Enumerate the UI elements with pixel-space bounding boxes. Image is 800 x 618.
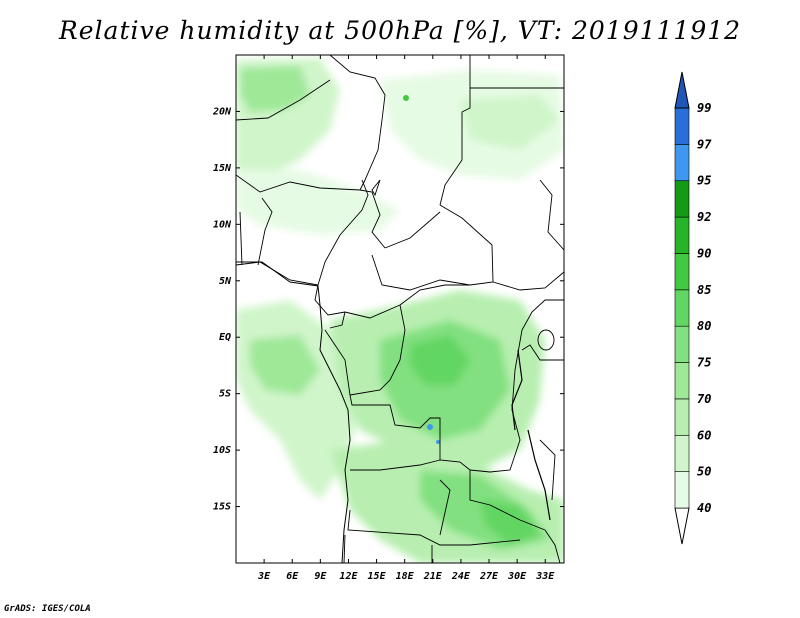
border-line — [439, 55, 471, 206]
colorbar-segment — [674, 180, 690, 218]
humidity-max-dot — [436, 440, 440, 444]
x-tick-label: 30E — [507, 571, 527, 582]
border-line — [347, 509, 521, 546]
colorbar-segment — [674, 144, 690, 182]
y-tick-label: 15S — [213, 502, 231, 513]
lake-outline — [511, 349, 523, 431]
colorbar-segment — [674, 362, 690, 400]
border-line — [236, 79, 331, 121]
border-line — [492, 271, 564, 291]
y-tick-label: 15N — [213, 163, 232, 174]
border-line — [236, 174, 361, 193]
border-line — [236, 261, 319, 286]
humidity-field — [236, 58, 564, 563]
x-tick-label: 33E — [535, 571, 555, 582]
x-tick-label: 12E — [339, 571, 358, 582]
colorbar-label: 97 — [697, 137, 712, 151]
border-line — [521, 299, 564, 331]
y-tick-label: 10N — [213, 219, 232, 230]
border-line — [371, 254, 471, 291]
colorbar-label: 50 — [697, 465, 711, 479]
colorbar-label: 75 — [697, 356, 711, 370]
border-line — [349, 394, 471, 471]
border-line — [329, 311, 346, 329]
border-line — [539, 439, 556, 501]
border-line — [469, 329, 523, 473]
y-tick-label: 10S — [213, 445, 231, 456]
y-tick-label: 20N — [212, 106, 232, 117]
colorbar-segment — [674, 253, 690, 291]
colorbar-label: 80 — [697, 319, 711, 333]
colorbar: 40 50 60 70 75 80 85 90 92 95 97 99 — [674, 71, 712, 545]
border-line — [317, 179, 369, 286]
credit-label: GrADS: IGES/COLA — [4, 604, 91, 614]
border-line — [343, 534, 346, 563]
x-tick-label: 3E — [257, 571, 271, 582]
coastline — [236, 261, 351, 563]
colorbar-segment — [674, 107, 690, 145]
lake-outline — [527, 429, 551, 521]
humidity-core-gulf — [250, 335, 320, 395]
x-axis: 3E 6E 9E 12E 15E 18E 21E 24E 27E 30E 33E — [257, 55, 555, 582]
humidity-max-dot — [403, 95, 409, 101]
border-line — [544, 529, 561, 563]
border-line — [239, 211, 243, 266]
map-frame — [235, 54, 565, 564]
border-line — [324, 329, 351, 396]
border-line — [384, 211, 441, 249]
lake-outline — [537, 329, 555, 351]
border-line — [257, 197, 273, 266]
colorbar-segment — [674, 289, 690, 327]
x-tick-label: 24E — [451, 571, 471, 582]
y-axis: 20N 15N 10N 5N EQ 5S 10S 15S — [212, 106, 564, 513]
x-tick-label: 9E — [314, 571, 327, 582]
colorbar-label: 60 — [697, 428, 711, 442]
colorbar-segment — [674, 398, 690, 436]
chart-title: Relative humidity at 500hPa [%], VT: 201… — [58, 16, 742, 45]
humidity-patch-northeast — [460, 95, 560, 150]
colorbar-segment — [674, 471, 690, 509]
lake-outline — [371, 179, 381, 197]
colorbar-segment — [674, 216, 690, 254]
x-tick-label: 21E — [423, 571, 443, 582]
border-line — [439, 204, 494, 286]
colorbar-label: 85 — [697, 283, 711, 297]
border-line — [539, 179, 564, 251]
border-line — [439, 479, 451, 536]
country-borders — [236, 55, 564, 563]
colorbar-label: 70 — [697, 392, 711, 406]
border-line — [399, 284, 470, 306]
colorbar-segment — [674, 71, 690, 109]
border-line — [349, 304, 406, 396]
colorbar-label: 90 — [697, 246, 711, 260]
humidity-max-south — [480, 500, 540, 545]
y-tick-label: 5N — [219, 276, 232, 287]
humidity-max-congo — [410, 335, 470, 385]
colorbar-label: 92 — [697, 210, 711, 224]
x-tick-label: 15E — [368, 571, 387, 582]
x-tick-label: 18E — [396, 571, 415, 582]
colorbar-label: 40 — [697, 501, 711, 515]
y-tick-label: 5S — [219, 389, 231, 400]
colorbar-segment — [674, 325, 690, 363]
colorbar-label: 95 — [697, 174, 711, 188]
humidity-core-northwest — [240, 66, 310, 112]
humidity-max-dot — [427, 424, 433, 430]
y-tick-label: EQ — [219, 332, 231, 343]
x-tick-label: 6E — [286, 571, 299, 582]
x-tick-label: 27E — [479, 571, 499, 582]
colorbar-label: 99 — [697, 101, 711, 115]
border-line — [521, 344, 564, 361]
border-line — [469, 470, 546, 531]
border-line — [329, 55, 386, 191]
border-line — [350, 459, 441, 471]
border-line — [314, 284, 401, 319]
colorbar-segment — [674, 434, 690, 472]
colorbar-segment — [674, 507, 690, 545]
border-line — [359, 189, 386, 249]
